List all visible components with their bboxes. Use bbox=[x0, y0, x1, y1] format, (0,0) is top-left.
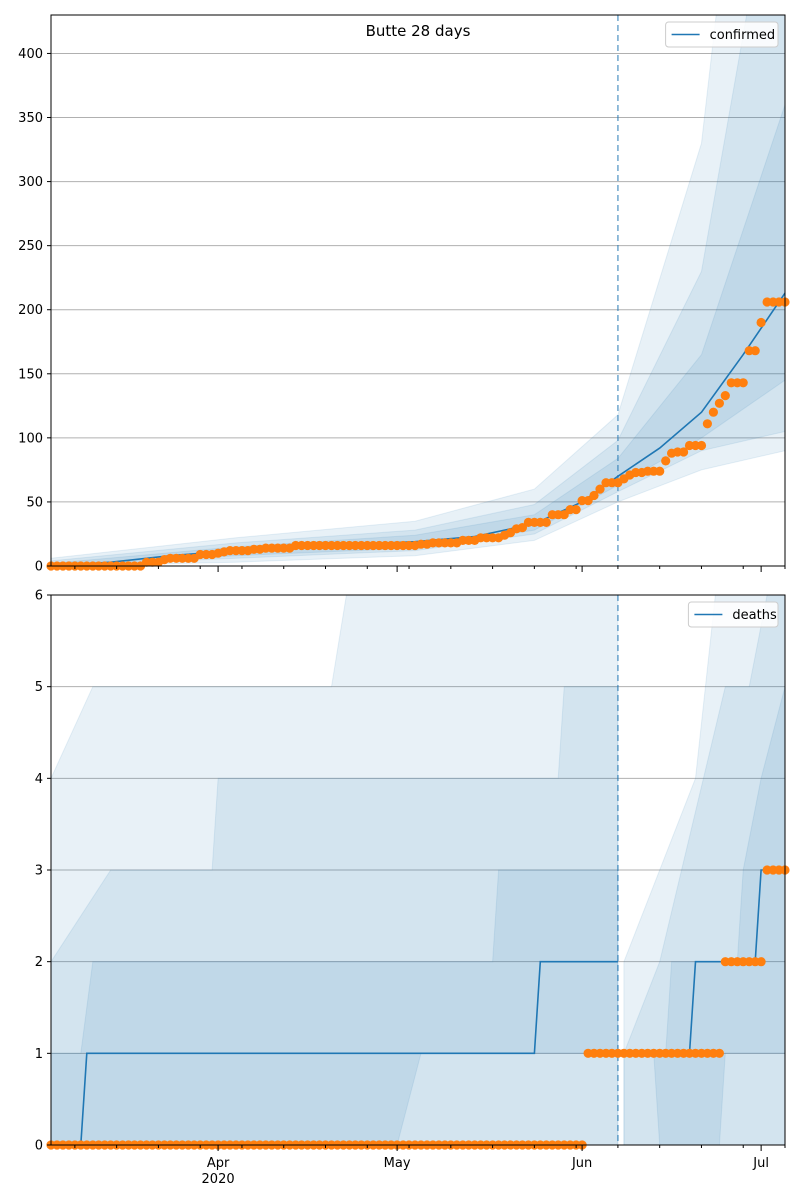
chart-1-y-tick-label: 200 bbox=[18, 303, 43, 318]
chart-1-y-tick-label: 0 bbox=[35, 560, 43, 575]
chart-2-legend: deaths bbox=[687, 601, 779, 628]
chart-1-y-tick-label: 250 bbox=[18, 239, 43, 254]
chart-1-y-tick-label: 400 bbox=[18, 47, 43, 62]
chart-2-x-tick-label: Jun bbox=[571, 1156, 592, 1171]
chart-2-band-2 bbox=[623, 595, 785, 1145]
chart-1-y-tick-label: 100 bbox=[18, 431, 43, 446]
chart-1-observed-point bbox=[589, 490, 599, 501]
chart-2-y-tick-label: 3 bbox=[35, 864, 43, 879]
chart-1-legend-label: confirmed bbox=[710, 28, 776, 43]
chart-1-observed-point bbox=[708, 407, 719, 417]
chart-2-y-tick-label: 0 bbox=[35, 1139, 43, 1154]
chart-2-legend-label: deaths bbox=[732, 608, 777, 623]
chart-2-y-tick-label: 4 bbox=[35, 772, 43, 787]
chart-1: 0 50 100 150 200 250 300 350 400 Butte 28 days con… bbox=[18, 14, 790, 575]
chart-1-legend: confirmed bbox=[665, 21, 779, 48]
chart-2-y-tick-label: 2 bbox=[35, 955, 43, 970]
chart-2-band-1 bbox=[623, 595, 785, 1145]
chart-1-y-tick-label: 300 bbox=[18, 175, 43, 190]
chart-2-y-tick-label: 6 bbox=[35, 589, 43, 604]
chart-1-observed-point bbox=[517, 523, 528, 533]
chart-1-axes-frame bbox=[50, 14, 786, 567]
chart-1-observed-point bbox=[679, 447, 689, 457]
chart-1-observed-point bbox=[720, 391, 730, 401]
chart-2-band-2 bbox=[51, 686, 619, 1145]
chart-1-y-tick-label: 150 bbox=[18, 367, 43, 382]
chart-2-y-tick-label: 5 bbox=[35, 680, 43, 695]
chart-1-observed-point bbox=[714, 398, 725, 408]
chart-2-plot-area bbox=[51, 595, 785, 1145]
chart-1-observed-point bbox=[661, 456, 671, 466]
chart-2-observed-point bbox=[756, 957, 766, 967]
chart-2-x-tick-sublabel: 2020 bbox=[202, 1172, 235, 1187]
chart-1-observed-point bbox=[541, 517, 551, 528]
chart-1-observed-point bbox=[702, 419, 713, 429]
chart-2-x-tick-label: Apr bbox=[207, 1156, 230, 1171]
chart-1-band-3 bbox=[51, 104, 785, 566]
chart-1-observed-point bbox=[571, 505, 581, 515]
chart-1-title: Butte 28 days bbox=[366, 22, 471, 40]
chart-1-observed-point bbox=[696, 440, 707, 451]
chart-1-observed-point bbox=[559, 510, 569, 520]
chart-2-band-3 bbox=[623, 686, 785, 1145]
chart-2-series-line bbox=[51, 960, 618, 1145]
chart-1-band-2 bbox=[51, 15, 785, 566]
chart-1-legend-box bbox=[665, 21, 779, 48]
chart-1-observed-point bbox=[595, 484, 605, 494]
chart-1-observed-point bbox=[655, 466, 665, 476]
chart-1-observed-point bbox=[750, 346, 760, 356]
chart-2-x-tick-label: Jul bbox=[752, 1156, 769, 1171]
chart-1-plot-area bbox=[51, 15, 785, 566]
chart-2-x-tick-label: May bbox=[384, 1156, 411, 1171]
chart-2-band-1 bbox=[51, 595, 619, 1145]
chart-1-observed-point bbox=[756, 317, 766, 328]
chart-2-y-tick-label: 1 bbox=[35, 1047, 43, 1062]
chart-2-observed-point bbox=[714, 1048, 725, 1058]
chart-1-y-tick-label: 50 bbox=[26, 495, 43, 510]
chart-1-y-tick-label: 350 bbox=[18, 111, 43, 126]
chart-2-legend-box bbox=[687, 601, 779, 628]
chart-1-band-1 bbox=[51, 15, 785, 566]
chart-1-observed-point bbox=[738, 378, 748, 388]
